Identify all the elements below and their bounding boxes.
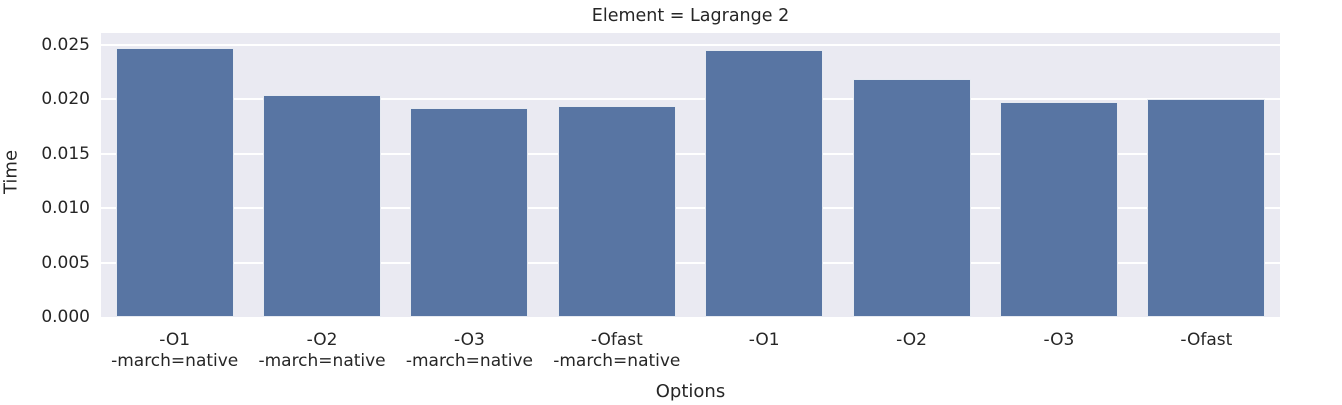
gridline [101,152,1280,155]
gridline [101,207,1280,210]
x-tick-label: -O3 -march=native [405,330,534,371]
bar [999,101,1118,317]
x-tick-label: -Ofast -march=native [553,330,681,371]
gridline [101,98,1280,101]
x-tick-label: -Ofast [1180,330,1233,350]
y-tick-label: 0.020 [41,89,90,110]
bar [852,78,971,317]
y-axis-label: Time [0,149,22,195]
plot-area [101,33,1280,317]
x-tick-label: -O3 [1043,330,1075,350]
x-tick-label: -O2 -march=native [258,330,386,371]
bar [115,48,234,317]
x-tick-label: -O1 [748,330,780,350]
bar [410,108,529,317]
bar [705,50,824,317]
y-tick-label: 0.000 [41,307,90,327]
bar [263,95,381,317]
gridline [101,43,1280,46]
y-tick-label: 0.015 [41,143,90,164]
bar [557,105,676,317]
y-tick-label: 0.005 [41,252,90,273]
chart-title: Element = Lagrange 2 [591,6,790,26]
x-tick-label: -O1 -march=native [111,330,239,371]
x-axis-label: Options [655,381,726,402]
gridline [101,261,1280,264]
x-tick-label: -O2 [896,330,927,350]
bar [1147,99,1266,317]
y-tick-label: 0.025 [41,34,90,55]
y-tick-label: 0.010 [41,198,90,219]
